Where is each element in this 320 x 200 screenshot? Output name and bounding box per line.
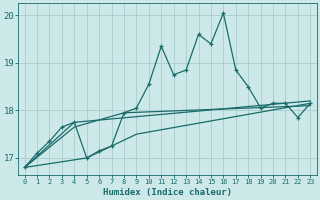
X-axis label: Humidex (Indice chaleur): Humidex (Indice chaleur) (103, 188, 232, 197)
